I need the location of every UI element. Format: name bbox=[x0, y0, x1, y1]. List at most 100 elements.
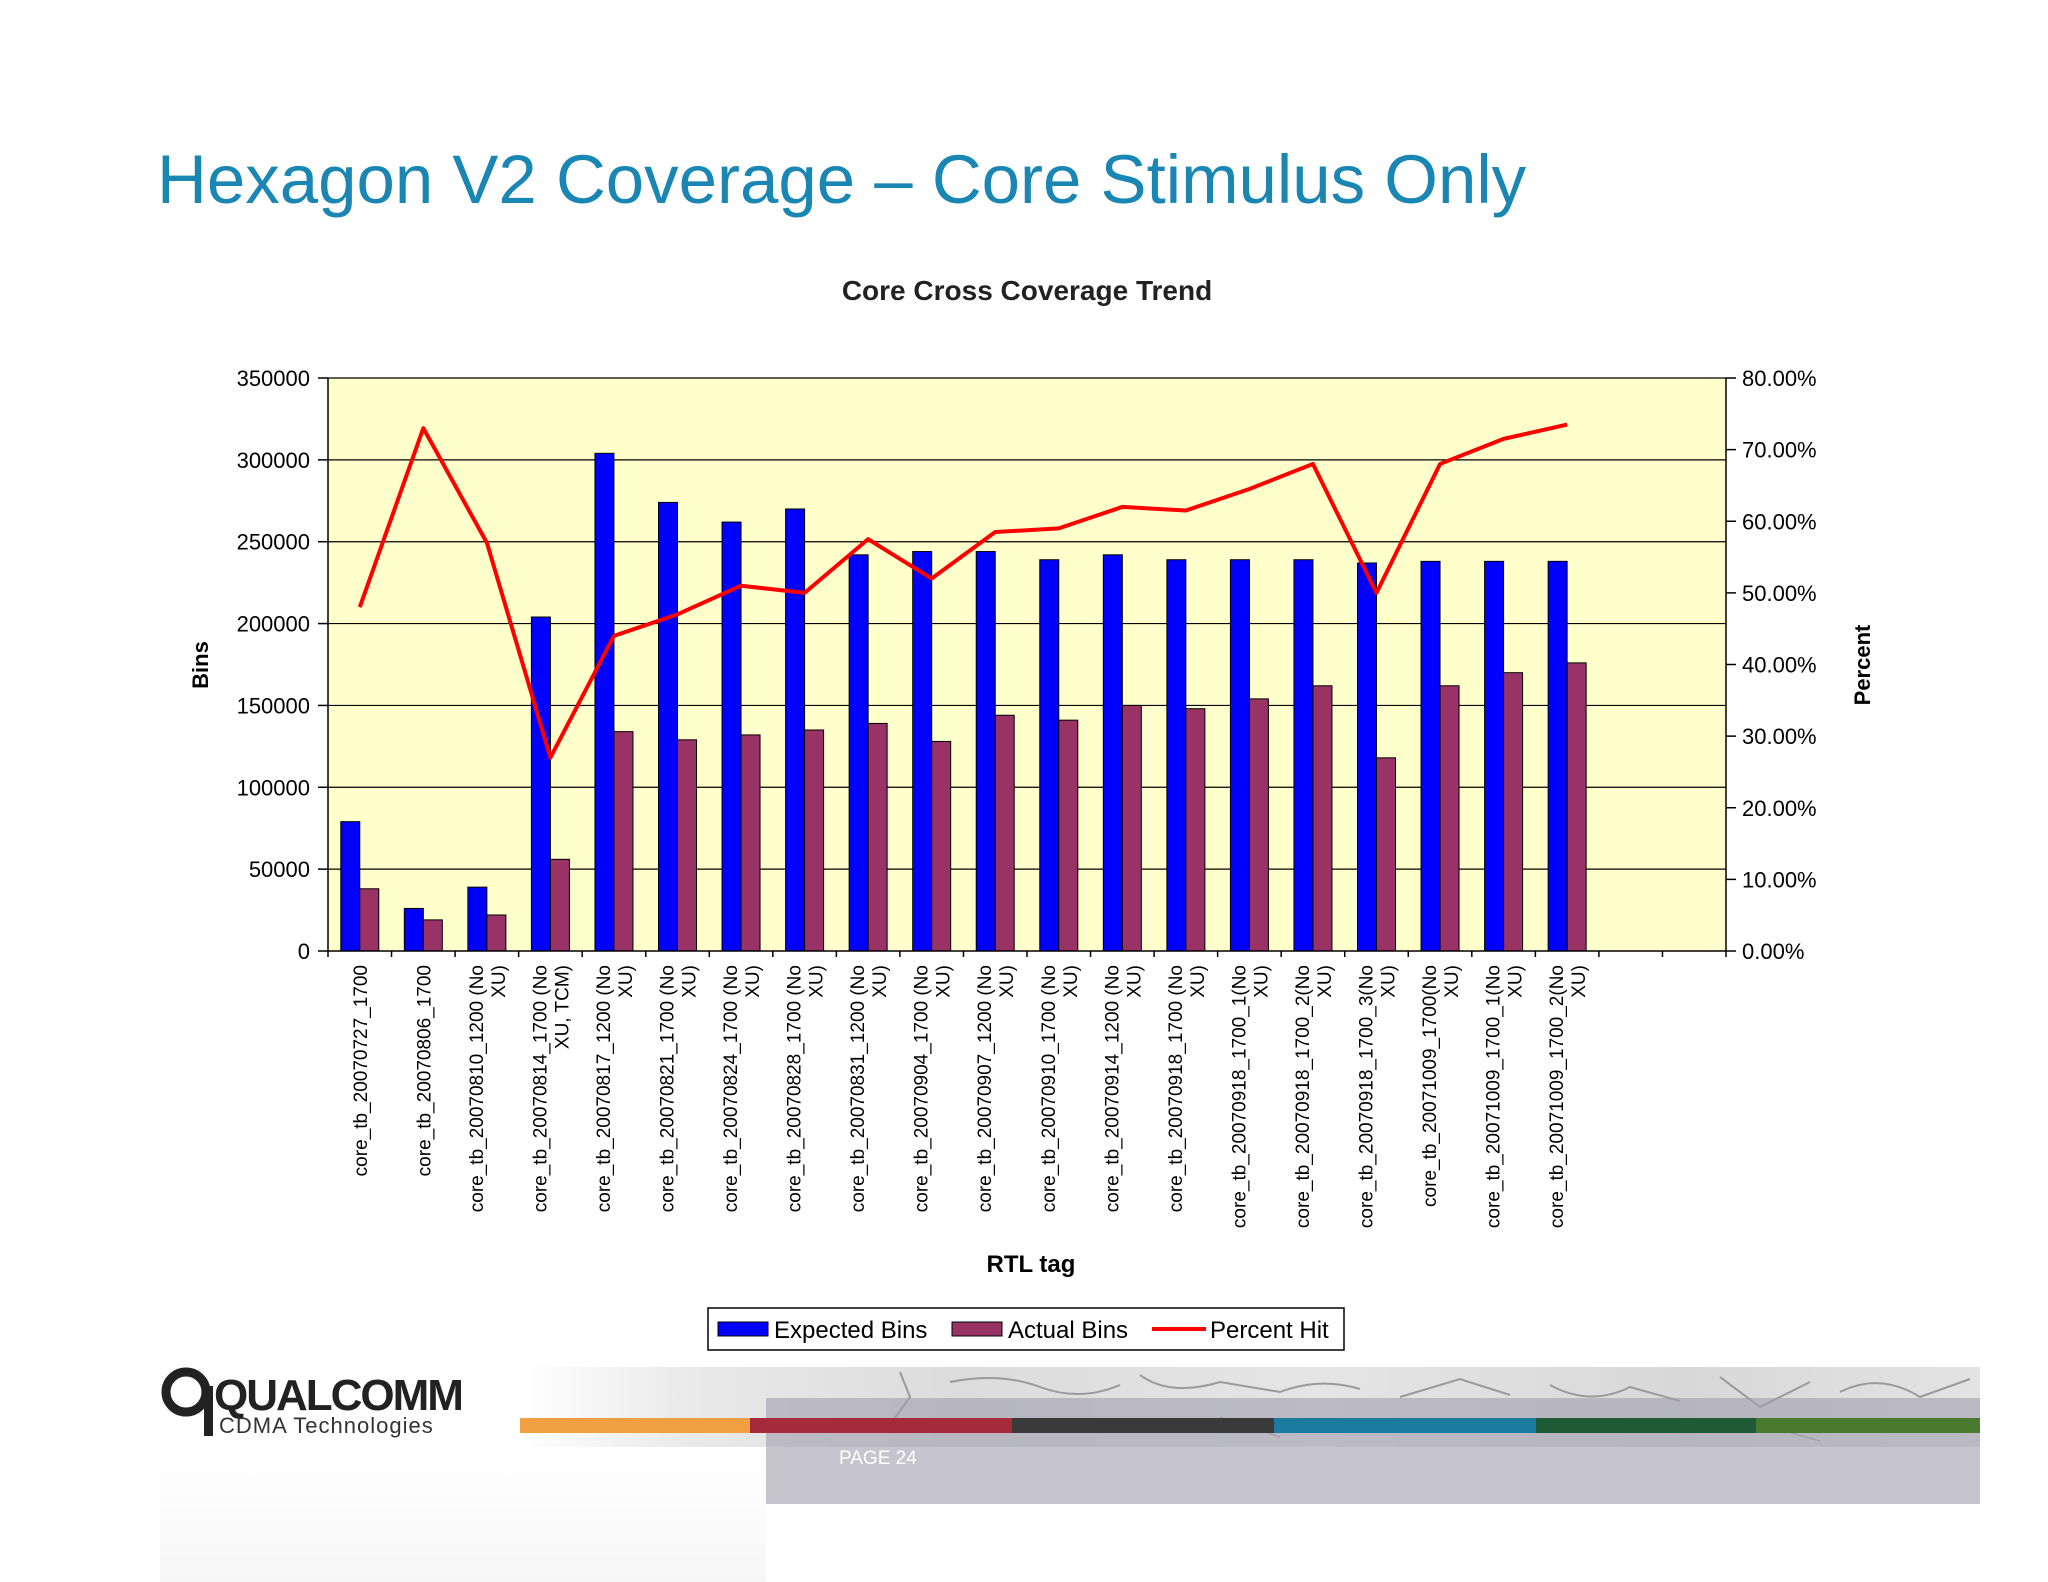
x-category-label: XU) bbox=[1379, 965, 1400, 998]
y2-tick-label: 20.00% bbox=[1742, 796, 1817, 821]
footer-box bbox=[766, 1398, 1980, 1504]
x-category-label: core_tb_20071009_1700_2(No bbox=[1547, 965, 1568, 1228]
color-band-green bbox=[1536, 1418, 1756, 1433]
color-band-blue bbox=[1274, 1418, 1536, 1433]
x-category-label: XU, TCM) bbox=[552, 965, 573, 1049]
logo-wordmark: QUALCOMM bbox=[214, 1371, 462, 1420]
y2-axis-label: Percent bbox=[1850, 624, 1875, 705]
bar-actual-bins bbox=[677, 739, 697, 952]
y-tick-label: 200000 bbox=[237, 612, 310, 637]
x-category-label: core_tb_20070824_1700 (No bbox=[721, 965, 742, 1212]
logo-q-tail bbox=[204, 1386, 213, 1436]
x-category-label: core_tb_20070806_1700 bbox=[414, 965, 435, 1176]
bar-actual-bins bbox=[422, 919, 443, 952]
bar-actual-bins bbox=[1121, 704, 1142, 952]
legend-box bbox=[707, 1307, 1345, 1351]
bar-actual-bins bbox=[613, 731, 634, 952]
y2-tick-label: 60.00% bbox=[1742, 509, 1817, 534]
x-axis-label: RTL tag bbox=[987, 1251, 1076, 1278]
bar-actual-bins bbox=[867, 722, 888, 952]
legend-label: Expected Bins bbox=[774, 1317, 927, 1344]
x-category-label: XU) bbox=[743, 965, 764, 998]
bar-expected-bins bbox=[1229, 559, 1250, 952]
y-tick-label: 100000 bbox=[237, 775, 310, 800]
x-category-label: core_tb_20070831_1200 (No bbox=[848, 965, 869, 1212]
bar-actual-bins bbox=[359, 888, 380, 952]
y2-tick-label: 0.00% bbox=[1742, 939, 1804, 964]
logo-tagline: CDMA Technologies bbox=[219, 1413, 434, 1438]
bar-expected-bins bbox=[912, 551, 933, 952]
slide-title: Hexagon V2 Coverage – Core Stimulus Only bbox=[157, 141, 1527, 218]
y2-tick-label: 30.00% bbox=[1742, 724, 1817, 749]
y2-tick-label: 10.00% bbox=[1742, 867, 1817, 892]
legend-label: Actual Bins bbox=[1008, 1317, 1128, 1344]
footer-shade bbox=[160, 1450, 766, 1582]
chart-title: Core Cross Coverage Trend bbox=[842, 275, 1212, 306]
bar-actual-bins bbox=[549, 858, 570, 952]
bar-actual-bins bbox=[486, 914, 507, 952]
y-tick-label: 150000 bbox=[237, 693, 310, 718]
x-category-label: XU) bbox=[1315, 965, 1336, 998]
x-category-label: XU) bbox=[1569, 965, 1590, 998]
x-category-label: core_tb_20070817_1200 (No bbox=[594, 965, 615, 1212]
legend-swatch bbox=[951, 1321, 1003, 1337]
y-tick-label: 0 bbox=[298, 939, 310, 964]
x-category-label: core_tb_20071009_1700(No bbox=[1420, 965, 1441, 1207]
x-category-label: XU) bbox=[616, 965, 637, 998]
x-category-label: core_tb_20070904_1700 (No bbox=[912, 965, 933, 1212]
color-band-orange bbox=[520, 1418, 750, 1433]
bar-expected-bins bbox=[403, 907, 424, 952]
percent-hit-line bbox=[357, 422, 1568, 760]
qualcomm-logo: QUALCOMM bbox=[161, 1367, 464, 1436]
bar-expected-bins bbox=[1357, 562, 1377, 952]
bar-actual-bins bbox=[1439, 685, 1460, 952]
y2-tick-label: 80.00% bbox=[1742, 366, 1817, 391]
bar-expected-bins bbox=[658, 501, 678, 952]
bar-expected-bins bbox=[848, 554, 869, 952]
bar-expected-bins bbox=[785, 508, 806, 952]
x-category-label: XU) bbox=[870, 965, 891, 998]
bar-expected-bins bbox=[1039, 559, 1060, 952]
x-category-label: core_tb_20070907_1200 (No bbox=[975, 965, 996, 1212]
bar-expected-bins bbox=[594, 452, 615, 952]
x-category-label: XU) bbox=[680, 965, 701, 998]
bar-actual-bins bbox=[804, 729, 825, 952]
bar-expected-bins bbox=[467, 886, 488, 952]
bar-expected-bins bbox=[1484, 560, 1505, 952]
x-category-label: XU) bbox=[1061, 965, 1082, 998]
bar-actual-bins bbox=[931, 740, 952, 952]
bar-actual-bins bbox=[994, 714, 1015, 952]
y-tick-label: 350000 bbox=[237, 366, 310, 391]
x-category-label: core_tb_20070914_1200 (No bbox=[1102, 965, 1123, 1212]
y-tick-label: 50000 bbox=[249, 857, 310, 882]
bar-expected-bins bbox=[1293, 559, 1314, 952]
x-category-label: core_tb_20070910_1700 (No bbox=[1039, 965, 1060, 1212]
x-category-label: core_tb_20070821_1700 (No bbox=[658, 965, 679, 1212]
y2-tick-label: 70.00% bbox=[1742, 438, 1817, 463]
x-category-label: XU) bbox=[1124, 965, 1145, 998]
logo-q-mark bbox=[161, 1367, 211, 1417]
x-category-label: XU) bbox=[489, 965, 510, 998]
bar-actual-bins bbox=[1566, 662, 1587, 952]
legend: Expected Bins Actual Bins Percent Hit bbox=[707, 1307, 1345, 1351]
bar-actual-bins bbox=[1503, 672, 1524, 952]
bar-expected-bins bbox=[975, 551, 996, 952]
bar-expected-bins bbox=[530, 616, 551, 952]
x-category-label: core_tb_20070810_1200 (No bbox=[467, 965, 488, 1212]
x-category-label: core_tb_20070918_1700_3(No bbox=[1357, 965, 1378, 1228]
x-category-label: core_tb_20070828_1700 (No bbox=[785, 965, 806, 1212]
y2-tick-label: 40.00% bbox=[1742, 653, 1817, 678]
x-category-label: XU) bbox=[807, 965, 828, 998]
percent-line-group bbox=[357, 422, 1568, 760]
bar-expected-bins bbox=[340, 821, 361, 952]
x-category-label: core_tb_20070918_1700 (No bbox=[1166, 965, 1187, 1212]
x-category-label: XU) bbox=[1251, 965, 1272, 998]
x-category-label: XU) bbox=[997, 965, 1018, 998]
bar-actual-bins bbox=[1185, 708, 1206, 952]
x-category-label: XU) bbox=[1188, 965, 1209, 998]
x-category-label: core_tb_20071009_1700_1(No bbox=[1484, 965, 1505, 1228]
x-category-label: core_tb_20070918_1700_1(No bbox=[1229, 965, 1250, 1228]
bar-actual-bins bbox=[1058, 719, 1079, 952]
x-category-label: XU) bbox=[1442, 965, 1463, 998]
y-axis-label: Bins bbox=[188, 641, 213, 689]
